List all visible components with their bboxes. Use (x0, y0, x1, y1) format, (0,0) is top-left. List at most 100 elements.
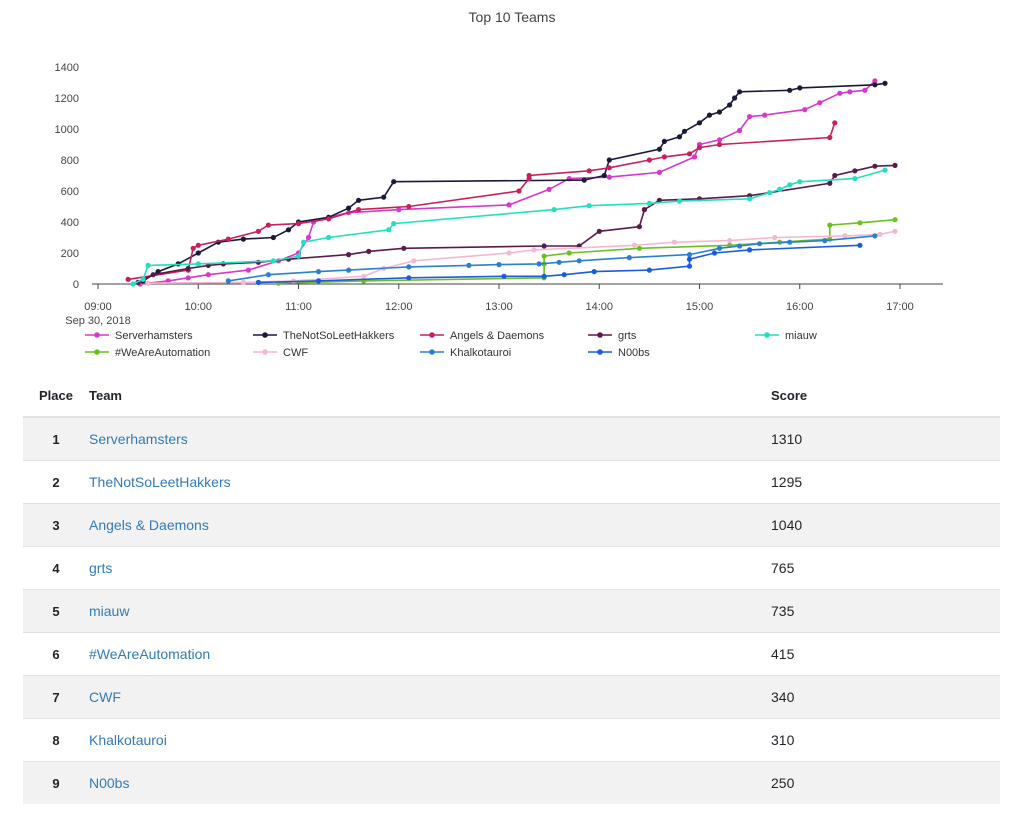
data-point (401, 245, 407, 251)
team-link[interactable]: miauw (89, 603, 130, 619)
data-point (787, 87, 793, 93)
data-point (205, 272, 211, 278)
legend-label: #WeAreAutomation (115, 347, 210, 359)
series-angels-daemons (125, 120, 838, 282)
series-serverhamsters (137, 78, 878, 287)
legend-marker (429, 349, 435, 355)
team-link[interactable]: TheNotSoLeetHakkers (89, 474, 231, 490)
team-link[interactable]: Angels & Daemons (89, 517, 209, 533)
data-point (506, 250, 512, 256)
data-point (541, 253, 547, 259)
legend-marker (597, 332, 603, 338)
y-tick-label: 400 (61, 217, 79, 229)
team-link[interactable]: Serverhamsters (89, 431, 188, 447)
data-point (631, 242, 637, 248)
place-cell: 6 (23, 632, 89, 676)
data-point (406, 275, 412, 281)
team-header[interactable]: Team (89, 375, 771, 418)
data-point (802, 107, 808, 113)
data-point (145, 280, 151, 286)
data-point (326, 216, 332, 222)
y-tick-label: 0 (73, 279, 79, 291)
data-point (762, 112, 768, 118)
score-cell: 1295 (771, 460, 1000, 504)
legend-item: Angels & Daemons (420, 330, 545, 342)
data-point (546, 186, 552, 192)
team-link[interactable]: N00bs (89, 775, 130, 791)
data-point (626, 255, 632, 261)
team-link[interactable]: #WeAreAutomation (89, 646, 211, 662)
data-point (827, 134, 833, 141)
data-point (270, 234, 276, 241)
y-tick-label: 600 (61, 186, 79, 198)
data-point (285, 227, 292, 233)
data-point (185, 275, 191, 281)
data-point (877, 231, 883, 237)
table-row: 8 Khalkotauroi 310 (23, 718, 1000, 762)
place-header[interactable]: Place (23, 375, 89, 418)
series-line (142, 82, 886, 282)
score-cell: 310 (771, 718, 1000, 762)
data-point (526, 172, 532, 179)
data-point (797, 179, 803, 185)
legend-label: miauw (785, 330, 817, 342)
series-khalkotauroi (225, 233, 878, 284)
chart-title: Top 10 Teams (469, 9, 556, 25)
x-tick-label: 12:00 (385, 301, 413, 313)
data-point (696, 120, 703, 126)
y-tick-label: 800 (61, 155, 79, 167)
legend-item: CWF (253, 347, 308, 359)
data-point (591, 269, 597, 275)
legend-label: N00bs (618, 347, 650, 359)
legend-item: N00bs (588, 347, 650, 359)
y-tick-label: 200 (61, 248, 79, 260)
team-cell: #WeAreAutomation (89, 632, 771, 676)
data-point (541, 273, 547, 279)
legend: Serverhamsters TheNotSoLeetHakkers Angels … (85, 330, 817, 359)
data-point (636, 245, 643, 251)
data-point (240, 279, 246, 285)
team-link[interactable]: Khalkotauroi (89, 732, 167, 748)
place-cell: 2 (23, 460, 89, 504)
data-point (847, 89, 853, 95)
data-point (747, 247, 753, 253)
team-link[interactable]: CWF (89, 689, 121, 705)
data-point (361, 273, 367, 279)
data-point (551, 207, 557, 213)
data-point (356, 197, 362, 203)
data-point (832, 172, 838, 179)
place-cell: 8 (23, 718, 89, 762)
x-axis: 09:00 10:00 11:00 12:00 13:00 14:00 15:00 16:00… (65, 283, 943, 327)
legend-item: Khalkotauroi (420, 347, 511, 359)
data-point (225, 236, 231, 242)
data-point (656, 197, 663, 203)
data-point (787, 182, 793, 188)
data-point (576, 258, 582, 264)
place-cell: 7 (23, 675, 89, 719)
score-header[interactable]: Score (771, 375, 1000, 418)
data-point (225, 278, 231, 284)
data-point (646, 157, 653, 163)
data-point (411, 258, 417, 264)
data-point (396, 207, 402, 213)
legend-item: #WeAreAutomation (85, 347, 210, 359)
data-point (827, 180, 833, 186)
data-point (150, 272, 156, 278)
score-chart: Top 10 Teams 0 200 400 600 800 1000 1200 1400 0… (55, 9, 943, 359)
data-point (862, 87, 868, 93)
data-point (737, 243, 743, 249)
data-point (346, 267, 352, 273)
data-point (817, 100, 823, 106)
data-point (536, 261, 542, 267)
data-point (496, 262, 502, 268)
data-point (706, 112, 713, 118)
series-cwf (145, 228, 898, 286)
data-point (842, 233, 848, 239)
data-point (315, 269, 322, 275)
team-link[interactable]: grts (89, 560, 113, 576)
data-point (195, 250, 201, 256)
data-point (822, 238, 828, 244)
data-point (872, 163, 878, 169)
table-row: 5 miauw 735 (23, 589, 1000, 633)
data-point (190, 245, 196, 251)
